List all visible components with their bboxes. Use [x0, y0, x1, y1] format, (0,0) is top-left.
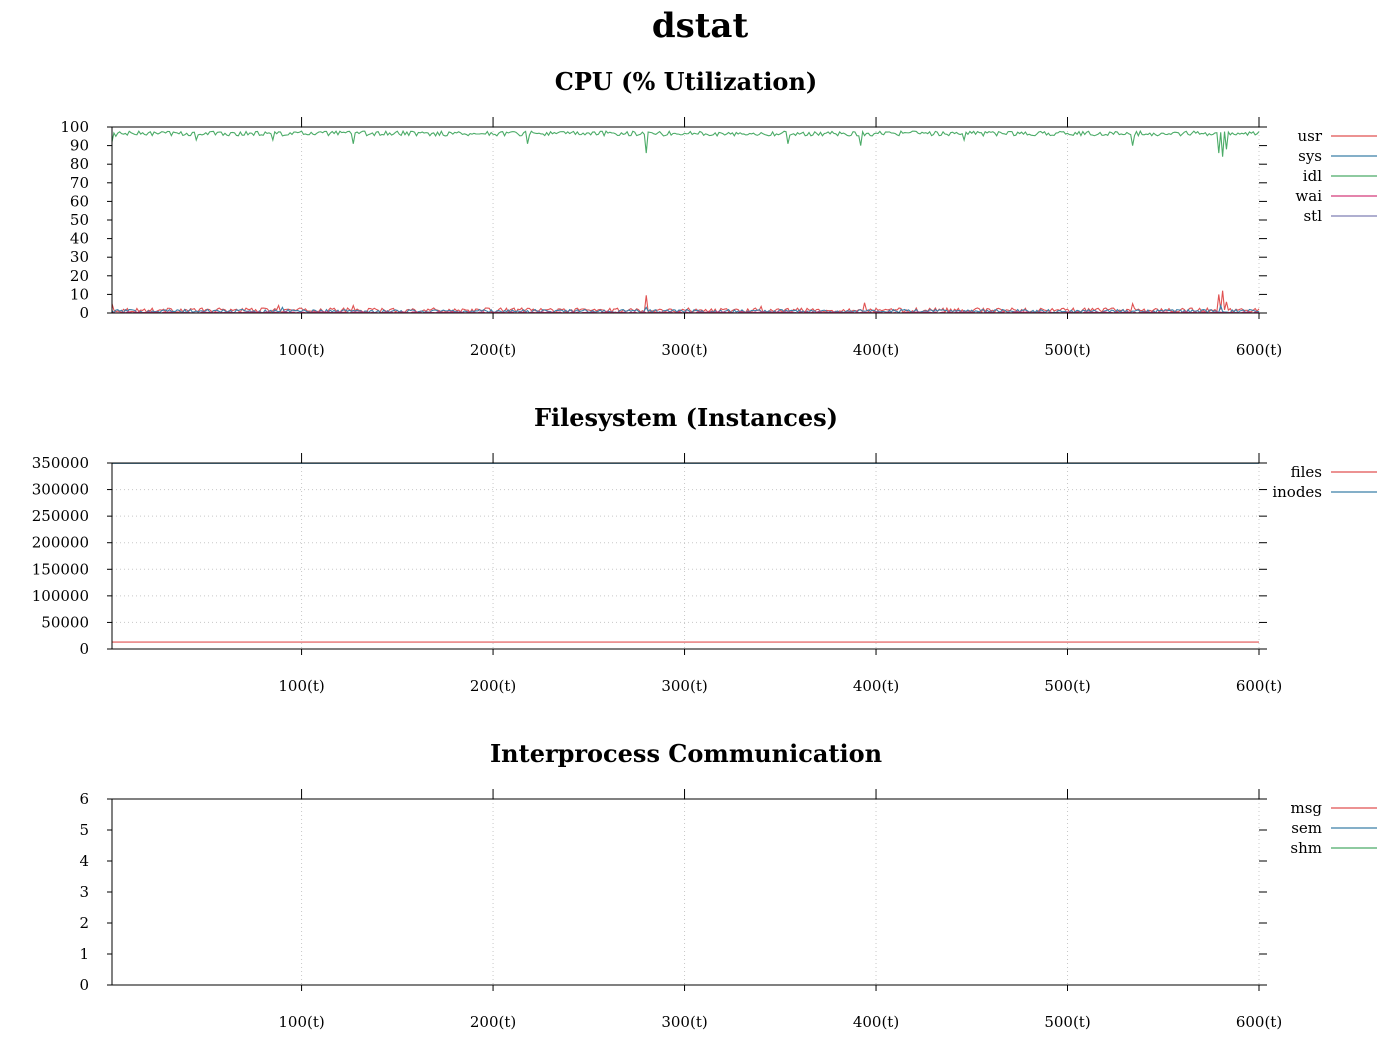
y-tick-label: 60: [70, 192, 89, 210]
x-tick-label: 500(t): [1044, 677, 1090, 695]
y-tick-label: 0: [79, 640, 89, 658]
y-tick-label: 100000: [32, 587, 89, 605]
x-tick-label: 400(t): [853, 677, 899, 695]
series-line-usr: [111, 290, 1260, 314]
x-tick-label: 300(t): [661, 341, 707, 359]
x-tick-label: 300(t): [661, 1013, 707, 1031]
chart-title: Interprocess Communication: [490, 739, 882, 768]
y-tick-label: 250000: [32, 507, 89, 525]
x-tick-label: 600(t): [1236, 677, 1282, 695]
x-tick-label: 200(t): [470, 1013, 516, 1031]
y-tick-label: 2: [79, 914, 89, 932]
y-tick-label: 3: [79, 883, 89, 901]
x-tick-label: 500(t): [1044, 341, 1090, 359]
series-line-idl: [111, 129, 1260, 157]
y-tick-label: 80: [70, 155, 89, 173]
x-tick-label: 200(t): [470, 341, 516, 359]
y-tick-label: 10: [70, 285, 89, 303]
legend-label-sem: sem: [1291, 819, 1322, 837]
x-tick-label: 600(t): [1236, 341, 1282, 359]
legend-label-files: files: [1291, 463, 1322, 481]
y-tick-label: 300000: [32, 481, 89, 499]
x-tick-label: 100(t): [278, 341, 324, 359]
y-tick-label: 100: [60, 118, 89, 136]
y-tick-label: 40: [70, 230, 89, 248]
y-tick-label: 0: [79, 976, 89, 994]
y-tick-label: 1: [79, 945, 89, 963]
y-tick-label: 5: [79, 821, 89, 839]
legend-label-stl: stl: [1303, 207, 1322, 225]
legend-label-sys: sys: [1298, 147, 1322, 165]
y-tick-label: 20: [70, 267, 89, 285]
y-tick-label: 350000: [32, 454, 89, 472]
legend-label-shm: shm: [1290, 839, 1322, 857]
y-tick-label: 0: [79, 304, 89, 322]
y-tick-label: 50: [70, 211, 89, 229]
x-tick-label: 100(t): [278, 677, 324, 695]
chart-title: CPU (% Utilization): [555, 67, 818, 96]
y-tick-label: 6: [79, 790, 89, 808]
y-tick-label: 200000: [32, 534, 89, 552]
legend-label-wai: wai: [1295, 187, 1322, 205]
y-tick-label: 150000: [32, 560, 89, 578]
chart-title: Filesystem (Instances): [534, 403, 838, 432]
legend-label-idl: idl: [1303, 167, 1322, 185]
legend-label-usr: usr: [1297, 127, 1322, 145]
x-tick-label: 400(t): [853, 1013, 899, 1031]
x-tick-label: 600(t): [1236, 1013, 1282, 1031]
x-tick-label: 200(t): [470, 677, 516, 695]
page-title: dstat: [651, 6, 749, 46]
x-tick-label: 500(t): [1044, 1013, 1090, 1031]
x-tick-label: 100(t): [278, 1013, 324, 1031]
y-tick-label: 50000: [41, 613, 89, 631]
y-tick-label: 70: [70, 174, 89, 192]
legend-label-inodes: inodes: [1272, 483, 1322, 501]
y-tick-label: 4: [79, 852, 89, 870]
y-tick-label: 30: [70, 248, 89, 266]
legend-label-msg: msg: [1290, 799, 1322, 817]
y-tick-label: 90: [70, 137, 89, 155]
x-tick-label: 300(t): [661, 677, 707, 695]
x-tick-label: 400(t): [853, 341, 899, 359]
